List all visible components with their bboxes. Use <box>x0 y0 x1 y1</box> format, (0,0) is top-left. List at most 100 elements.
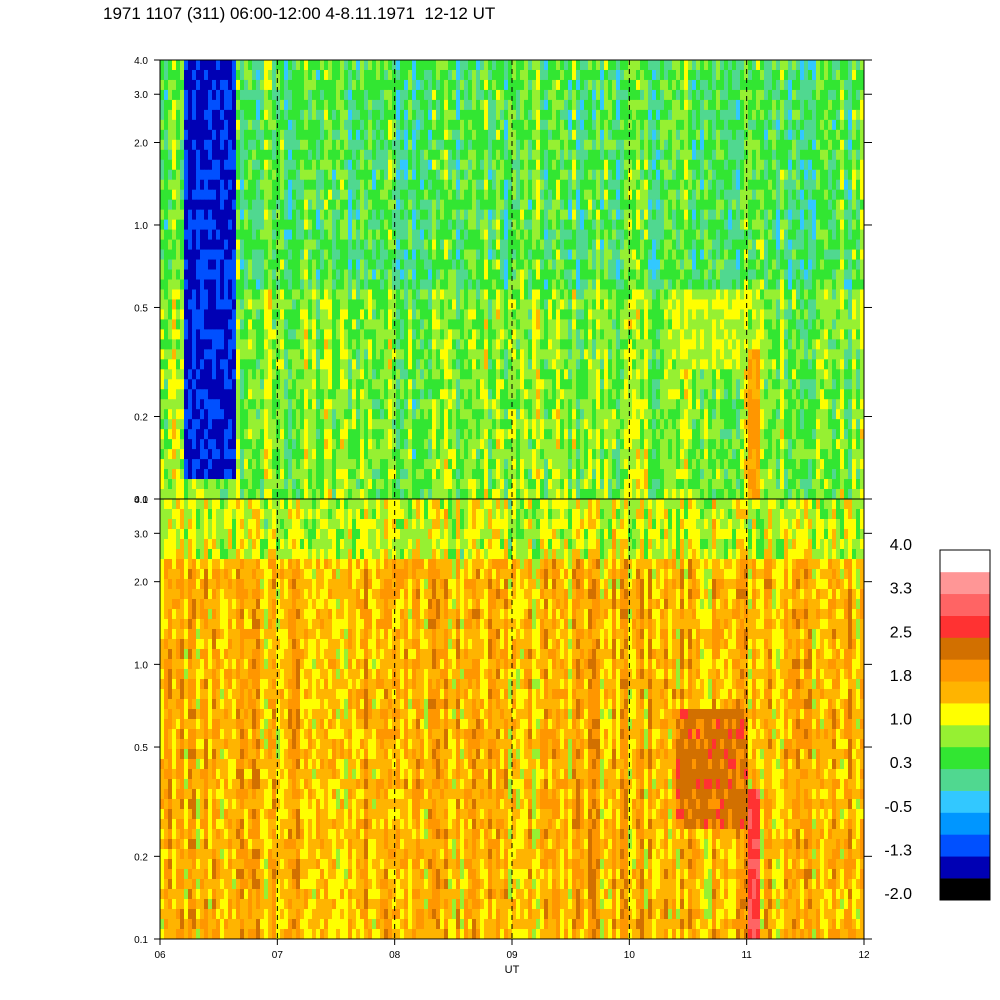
heatmap-cell <box>840 99 845 111</box>
heatmap-cell <box>388 109 393 121</box>
heatmap-cell <box>568 119 573 131</box>
heatmap-cell <box>492 129 497 141</box>
heatmap-cell <box>284 149 289 161</box>
heatmap-cell <box>660 60 665 71</box>
heatmap-cell <box>572 69 577 81</box>
heatmap-cell <box>496 329 501 340</box>
heatmap-cell <box>216 309 221 320</box>
heatmap-cell <box>180 339 185 350</box>
heatmap-cell <box>652 119 657 131</box>
heatmap-cell <box>192 309 197 320</box>
heatmap-cell <box>768 179 773 191</box>
heatmap-cell <box>636 129 641 141</box>
heatmap-cell <box>608 89 613 101</box>
heatmap-cell <box>184 329 189 340</box>
heatmap-cell <box>292 79 297 91</box>
heatmap-cell <box>760 89 765 101</box>
heatmap-cell <box>320 60 325 71</box>
heatmap-cell <box>828 189 833 201</box>
heatmap-cell <box>524 229 529 240</box>
heatmap-cell <box>576 79 581 91</box>
heatmap-cell <box>540 139 545 151</box>
heatmap-cell <box>236 99 241 111</box>
heatmap-cell <box>556 139 561 151</box>
heatmap-cell <box>784 99 789 111</box>
heatmap-cell <box>464 179 469 191</box>
heatmap-cell <box>492 109 497 121</box>
heatmap-cell <box>652 329 657 340</box>
heatmap-cell <box>688 329 693 340</box>
heatmap-cell <box>856 299 861 310</box>
heatmap-cell <box>700 199 705 211</box>
heatmap-cell <box>804 99 809 111</box>
heatmap-cell <box>204 60 209 71</box>
heatmap-cell <box>296 269 301 280</box>
heatmap-cell <box>408 259 413 270</box>
heatmap-cell <box>436 179 441 191</box>
heatmap-cell <box>408 89 413 101</box>
heatmap-cell <box>788 119 793 131</box>
heatmap-cell <box>644 269 649 280</box>
heatmap-cell <box>296 319 301 330</box>
heatmap-cell <box>684 259 689 270</box>
heatmap-cell <box>444 89 449 101</box>
heatmap-cell <box>632 139 637 151</box>
heatmap-cell <box>468 69 473 81</box>
heatmap-cell <box>192 249 197 260</box>
heatmap-cell <box>328 279 333 290</box>
heatmap-cell <box>256 129 261 141</box>
heatmap-cell <box>256 109 261 121</box>
heatmap-cell <box>336 169 341 181</box>
heatmap-cell <box>416 239 421 250</box>
heatmap-cell <box>348 299 353 310</box>
heatmap-cell <box>480 149 485 161</box>
heatmap-cell <box>256 179 261 191</box>
heatmap-cell <box>704 159 709 171</box>
heatmap-cell <box>600 249 605 260</box>
heatmap-cell <box>764 229 769 240</box>
heatmap-cell <box>700 279 705 290</box>
heatmap-cell <box>208 259 213 270</box>
heatmap-cell <box>708 159 713 171</box>
heatmap-cell <box>728 299 733 310</box>
heatmap-cell <box>760 169 765 181</box>
heatmap-cell <box>800 179 805 191</box>
heatmap-cell <box>612 219 617 231</box>
heatmap-cell <box>176 299 181 310</box>
heatmap-cell <box>612 299 617 310</box>
heatmap-cell <box>352 329 357 340</box>
heatmap-cell <box>492 119 497 131</box>
heatmap-cell <box>460 99 465 111</box>
heatmap-cell <box>676 269 681 280</box>
heatmap-cell <box>352 209 357 221</box>
heatmap-cell <box>456 149 461 161</box>
heatmap-cell <box>296 239 301 250</box>
heatmap-cell <box>756 179 761 191</box>
heatmap-cell <box>824 289 829 300</box>
heatmap-cell <box>384 329 389 340</box>
heatmap-cell <box>404 119 409 131</box>
heatmap-cell <box>832 129 837 141</box>
heatmap-cell <box>500 79 505 91</box>
heatmap-cell <box>716 209 721 221</box>
heatmap-cell <box>500 309 505 320</box>
heatmap-cell <box>560 169 565 181</box>
heatmap-cell <box>700 139 705 151</box>
heatmap-cell <box>820 209 825 221</box>
heatmap-cell <box>484 289 489 300</box>
heatmap-cell <box>272 309 277 320</box>
heatmap-cell <box>808 60 813 71</box>
heatmap-cell <box>360 229 365 240</box>
heatmap-cell <box>260 109 265 121</box>
heatmap-cell <box>860 269 865 280</box>
heatmap-cell <box>448 259 453 270</box>
heatmap-cell <box>532 169 537 181</box>
heatmap-cell <box>612 289 617 300</box>
heatmap-cell <box>252 339 257 350</box>
heatmap-cell <box>200 249 205 260</box>
heatmap-cell <box>624 209 629 221</box>
heatmap-cell <box>604 249 609 260</box>
heatmap-cell <box>828 89 833 101</box>
heatmap-cell <box>236 319 241 330</box>
heatmap-cell <box>832 329 837 340</box>
